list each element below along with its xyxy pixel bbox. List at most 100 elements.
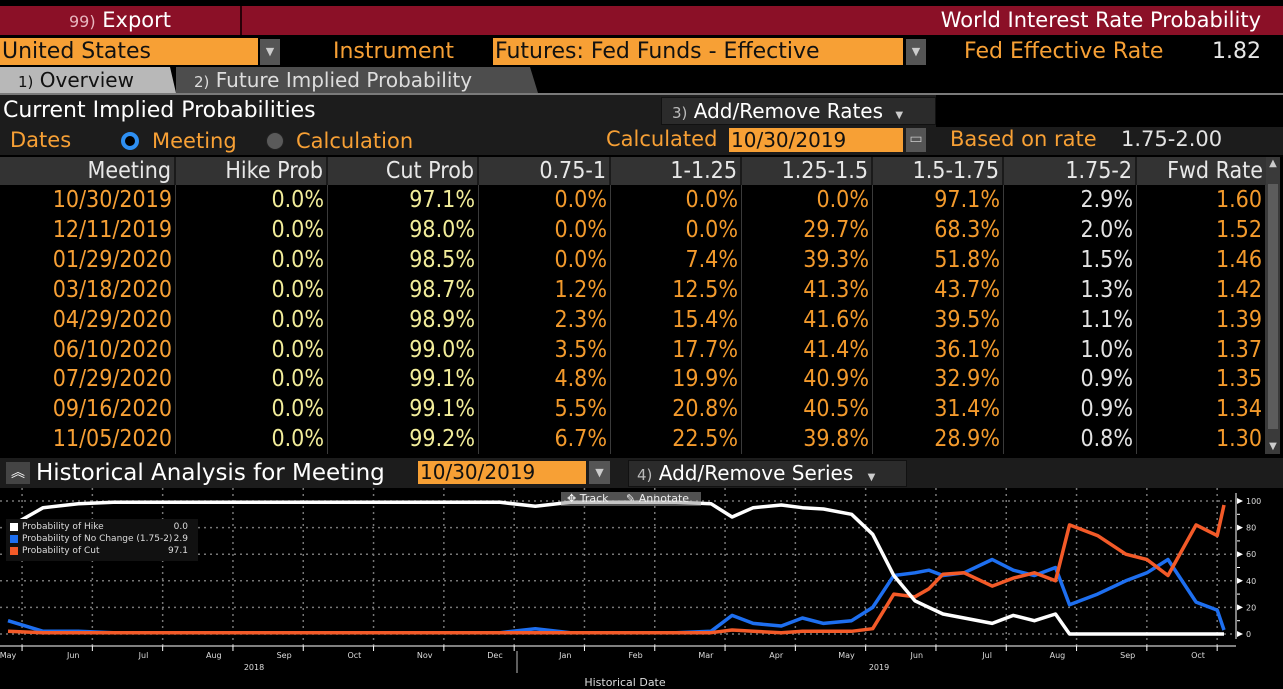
scroll-down-icon[interactable]: ▼ bbox=[1269, 441, 1277, 452]
table-cell: 99.1% bbox=[328, 364, 479, 395]
legend-swatch bbox=[10, 522, 18, 531]
meeting-dropdown-button[interactable]: ▼ bbox=[589, 461, 610, 484]
legend-label: Probability of Cut bbox=[22, 546, 100, 556]
table-cell: 2.0% bbox=[1004, 214, 1137, 245]
instrument-select[interactable]: Futures: Fed Funds - Effective bbox=[493, 38, 903, 65]
series-line-probability-of-no-change-1-75-2- bbox=[7, 557, 1226, 635]
x-tick-label: Nov bbox=[417, 651, 433, 660]
radio-calculation[interactable] bbox=[266, 132, 284, 150]
table-row[interactable]: 01/29/2020 0.0% 98.5% 0.0% 7.4% 39.3% 51.8% 1.5… bbox=[0, 244, 1266, 275]
table-cell: 0.0% bbox=[479, 244, 611, 275]
y-tick-label: 20 bbox=[1246, 603, 1256, 612]
y-tick-label: 40 bbox=[1246, 577, 1256, 586]
table-cell: 20.8% bbox=[611, 394, 742, 425]
table-cell: 01/29/2020 bbox=[0, 244, 176, 275]
table-cell: 0.9% bbox=[1004, 364, 1137, 395]
table-row[interactable]: 07/29/2020 0.0% 99.1% 4.8% 19.9% 40.9% 32.9% 0.… bbox=[0, 364, 1266, 395]
header-spacer bbox=[936, 95, 1283, 127]
x-tick-label: Aug bbox=[206, 651, 222, 660]
based-on-rate-value: 1.75-2.00 bbox=[1121, 127, 1223, 151]
dates-label: Dates bbox=[10, 128, 72, 152]
table-cell: 1.2% bbox=[479, 274, 611, 305]
radio-meeting[interactable] bbox=[121, 132, 139, 150]
table-cell: 07/29/2020 bbox=[0, 364, 176, 395]
title-bar bbox=[0, 6, 1283, 35]
table-cell: 7.4% bbox=[611, 244, 742, 275]
radio-meeting-label[interactable]: Meeting bbox=[152, 129, 237, 153]
table-row[interactable]: 03/18/2020 0.0% 98.7% 1.2% 12.5% 41.3% 43.7% 1.… bbox=[0, 274, 1266, 305]
col-header-meeting[interactable]: Meeting bbox=[0, 157, 176, 185]
table-row[interactable]: 11/05/2020 0.0% 99.2% 6.7% 22.5% 39.8% 28.9% 0.… bbox=[0, 424, 1266, 455]
country-select[interactable]: United States bbox=[0, 38, 258, 65]
col-header-hike-prob[interactable]: Hike Prob bbox=[176, 157, 328, 185]
table-cell: 1.1% bbox=[1004, 304, 1137, 335]
y-tick-marker bbox=[1237, 498, 1243, 504]
scroll-thumb[interactable] bbox=[1268, 184, 1278, 429]
col-header-0-75-1[interactable]: 0.75-1 bbox=[479, 157, 611, 185]
col-header-cut-prob[interactable]: Cut Prob bbox=[328, 157, 479, 185]
col-header-1-25-1-5[interactable]: 1.25-1.5 bbox=[742, 157, 873, 185]
table-cell: 99.2% bbox=[328, 424, 479, 455]
instrument-dropdown-button[interactable]: ▼ bbox=[906, 39, 926, 65]
legend-value: 2.9 bbox=[173, 534, 188, 544]
x-tick-label: Mar bbox=[698, 651, 714, 660]
table-cell: 39.8% bbox=[742, 424, 873, 455]
x-tick-label: Sep bbox=[1120, 651, 1135, 660]
col-header-fwd-rate[interactable]: Fwd Rate bbox=[1137, 157, 1266, 185]
table-cell: 0.0% bbox=[176, 424, 328, 455]
meeting-date-select[interactable]: 10/30/2019 bbox=[418, 461, 586, 484]
table-row[interactable]: 04/29/2020 0.0% 98.9% 2.3% 15.4% 41.6% 39.5% 1.… bbox=[0, 304, 1266, 335]
y-tick-label: 0 bbox=[1246, 630, 1251, 639]
calculated-date-input[interactable]: 10/30/2019 bbox=[729, 128, 903, 152]
chart-toolbar: ✥ Track ✎ Annotate bbox=[561, 492, 701, 506]
table-cell: 1.0% bbox=[1004, 334, 1137, 365]
col-header-1-1-25[interactable]: 1-1.25 bbox=[611, 157, 742, 185]
fed-rate-label: Fed Effective Rate bbox=[964, 39, 1164, 64]
fed-rate-value: 1.82 bbox=[1212, 39, 1261, 64]
table-cell: 0.0% bbox=[176, 244, 328, 275]
add-remove-series-button[interactable]: 4) Add/Remove Series ▼ bbox=[628, 460, 907, 487]
table-cell: 1.30 bbox=[1137, 424, 1266, 455]
country-dropdown-button[interactable]: ▼ bbox=[260, 39, 280, 65]
table-cell: 09/16/2020 bbox=[0, 394, 176, 425]
chevron-down-icon: ▼ bbox=[265, 45, 275, 58]
col-header-1-5-1-75[interactable]: 1.5-1.75 bbox=[873, 157, 1004, 185]
col-header-1-75-2[interactable]: 1.75-2 bbox=[1004, 157, 1137, 185]
table-row[interactable]: 12/11/2019 0.0% 98.0% 0.0% 0.0% 29.7% 68.3% 2.0… bbox=[0, 214, 1266, 245]
x-tick-label: Jul bbox=[981, 651, 992, 660]
radio-calculation-label[interactable]: Calculation bbox=[296, 129, 414, 153]
table-cell: 97.1% bbox=[873, 185, 1004, 215]
scroll-up-icon[interactable]: ▲ bbox=[1269, 158, 1277, 169]
table-row[interactable]: 10/30/2019 0.0% 97.1% 0.0% 0.0% 0.0% 97.1% 2.9%… bbox=[0, 185, 1266, 215]
table-cell: 0.0% bbox=[611, 214, 742, 245]
table-cell: 41.6% bbox=[742, 304, 873, 335]
table-cell: 0.0% bbox=[479, 214, 611, 245]
tab-future-implied-probability[interactable]: 2) Future Implied Probability bbox=[176, 67, 538, 93]
y-tick-marker bbox=[1237, 577, 1243, 584]
x-tick-label: Feb bbox=[629, 651, 643, 660]
legend-item-cut: Probability of Cut 97.1 bbox=[10, 545, 194, 557]
table-row[interactable]: 09/16/2020 0.0% 99.1% 5.5% 20.8% 40.5% 31.4% 0.… bbox=[0, 394, 1266, 425]
table-cell: 12/11/2019 bbox=[0, 214, 176, 245]
export-button[interactable]: 99) Export bbox=[0, 6, 242, 35]
table-cell: 41.4% bbox=[742, 334, 873, 365]
table-cell: 0.0% bbox=[611, 185, 742, 215]
chart-lines bbox=[7, 500, 1226, 636]
table-cell: 04/29/2020 bbox=[0, 304, 176, 335]
calendar-button[interactable]: ▭ bbox=[906, 128, 926, 152]
table-row[interactable]: 06/10/2020 0.0% 99.0% 3.5% 17.7% 41.4% 36.1% 1.… bbox=[0, 334, 1266, 365]
table-cell: 1.60 bbox=[1137, 185, 1266, 215]
annotate-button[interactable]: Annotate bbox=[638, 492, 690, 505]
add-remove-rates-button[interactable]: 3) Add/Remove Rates ▼ bbox=[661, 97, 936, 125]
collapse-button[interactable]: ︽ bbox=[6, 462, 30, 484]
table-cell: 0.0% bbox=[742, 185, 873, 215]
track-button[interactable]: Track bbox=[579, 492, 609, 505]
button-number: 4) bbox=[637, 466, 653, 484]
double-chevron-up-icon: ︽ bbox=[11, 465, 25, 481]
table-cell: 0.0% bbox=[479, 185, 611, 215]
table-cell: 40.9% bbox=[742, 364, 873, 395]
historical-chart[interactable]: 100 80 60 40 20 0 May Jun Jul Aug Sep Oct Nov Dec Jan F… bbox=[0, 488, 1283, 689]
table-cell: 1.5% bbox=[1004, 244, 1137, 275]
tab-overview[interactable]: 1) Overview bbox=[0, 67, 176, 93]
table-header: Meeting Hike Prob Cut Prob 0.75-1 1-1.25… bbox=[0, 157, 1266, 185]
